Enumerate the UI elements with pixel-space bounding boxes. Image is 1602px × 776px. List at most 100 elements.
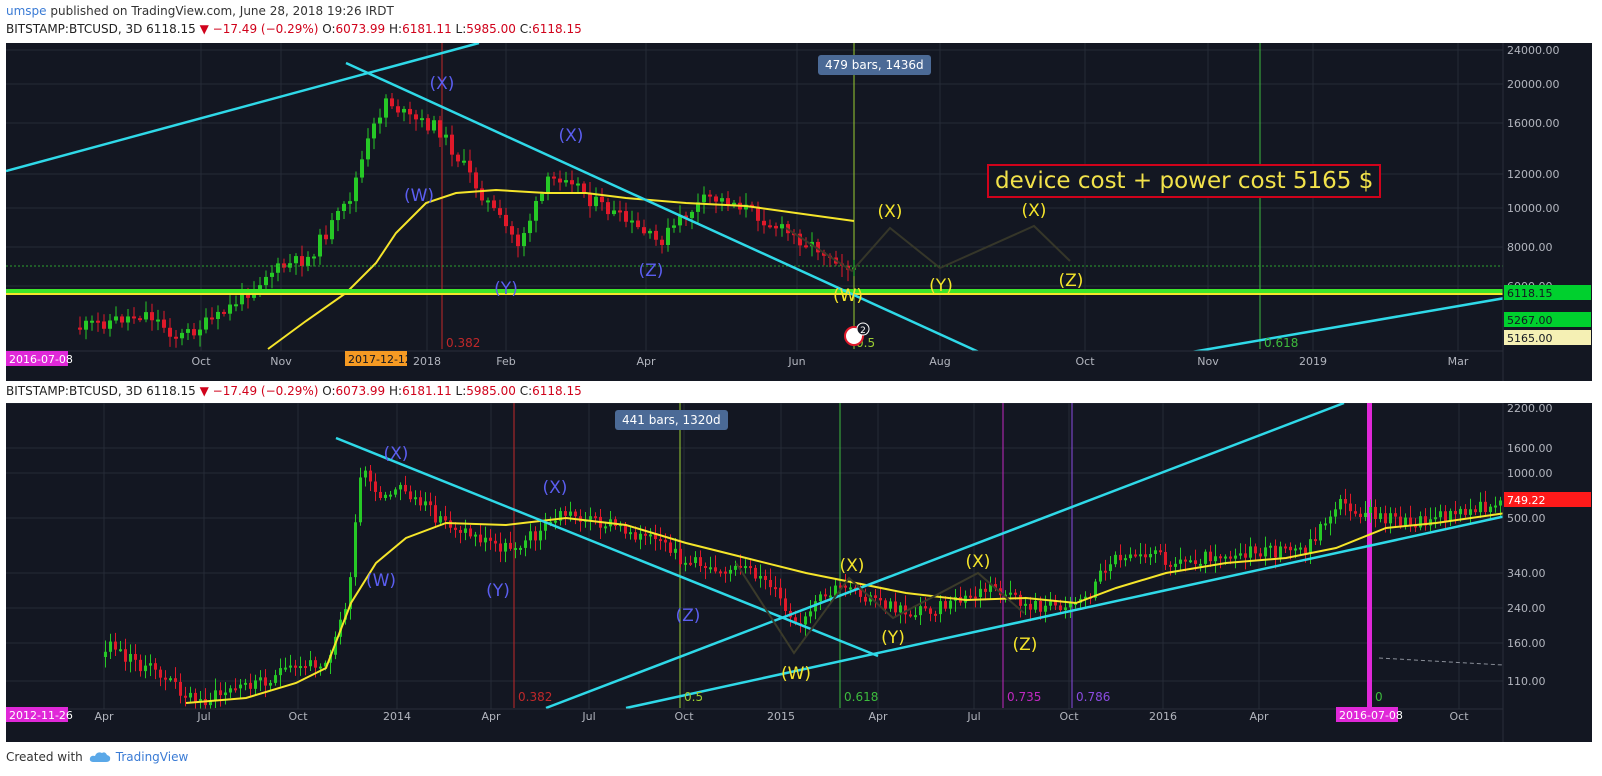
candle-body xyxy=(1364,512,1367,518)
candle-body xyxy=(239,684,242,689)
time-axis-label: Apr xyxy=(94,710,114,723)
candle-body xyxy=(194,692,197,702)
high-value: 6181.11 xyxy=(402,22,452,36)
moving-average-line xyxy=(185,512,1507,704)
candle-body xyxy=(492,200,496,209)
price-tag-bg xyxy=(1504,330,1591,345)
candle-body xyxy=(844,585,847,588)
price-axis-label: 2200.00 xyxy=(1507,403,1553,415)
wave-label-z: (Z) xyxy=(676,606,701,626)
candle-body xyxy=(944,601,947,609)
candle-body xyxy=(1134,554,1137,557)
fib-label-0618: 0.618 xyxy=(1264,336,1298,350)
time-axis-label: Apr xyxy=(481,710,501,723)
candle-body xyxy=(1479,501,1482,513)
candle-body xyxy=(1324,523,1327,526)
price-axis-label: 12000.00 xyxy=(1507,168,1560,181)
wave-label-x2: (X) xyxy=(543,478,568,498)
open-label: O: xyxy=(322,22,336,36)
price-change: ▼ −17.49 (−0.29%) xyxy=(199,384,319,398)
time-axis-label: 2018 xyxy=(413,355,441,368)
candle-body xyxy=(570,180,574,185)
candle-body xyxy=(300,256,304,267)
trendline-channel-lower xyxy=(625,514,1507,710)
candle-body xyxy=(606,202,610,215)
time-axis-label: Nov xyxy=(270,355,292,368)
candle-body xyxy=(444,516,447,521)
candle-body xyxy=(1464,508,1467,515)
candle-body xyxy=(1189,560,1192,563)
author-link[interactable]: umspe xyxy=(6,4,47,18)
candle-body xyxy=(644,533,647,536)
candle-body xyxy=(1369,506,1372,513)
candle-body xyxy=(774,587,777,590)
candle-body xyxy=(379,491,382,499)
candle-body xyxy=(819,594,822,602)
candle-body xyxy=(450,134,454,155)
time-axis-label: Apr xyxy=(1249,710,1269,723)
wave-label-w: (W) xyxy=(404,186,434,206)
wave-label-y: (Y) xyxy=(494,279,518,299)
candle-body xyxy=(84,320,88,330)
candle-body xyxy=(974,596,977,599)
candle-body xyxy=(894,601,897,613)
candle-body xyxy=(434,505,437,523)
symbol-line-2: BITSTAMP:BTCUSD, 3D 6118.15 ▼ −17.49 (−0… xyxy=(6,384,582,398)
candle-body xyxy=(1384,513,1387,524)
start-date-tag: 2012-11-26 xyxy=(9,709,73,722)
time-axis-label: 2015 xyxy=(767,710,795,723)
candle-body xyxy=(396,106,400,113)
candle-body xyxy=(1144,554,1147,558)
start-date-tag-bg xyxy=(6,351,68,366)
candle-body xyxy=(1244,553,1247,558)
candle-body xyxy=(309,660,312,667)
candle-body xyxy=(614,519,617,527)
candle-body xyxy=(1034,600,1037,610)
footer: Created with TradingView xyxy=(6,750,188,764)
moving-average-line xyxy=(267,188,855,350)
time-axis-label: Nov xyxy=(1197,355,1219,368)
candle-body xyxy=(1039,600,1042,612)
candle-body xyxy=(1394,513,1397,517)
time-axis-bg xyxy=(6,351,1592,381)
tradingview-link[interactable]: TradingView xyxy=(89,750,188,764)
candle-body xyxy=(1029,603,1032,610)
candle-body xyxy=(104,651,107,657)
candle-body xyxy=(1354,511,1357,514)
candle-body xyxy=(384,98,388,118)
last-price: 6118.15 xyxy=(146,384,196,398)
candle-body xyxy=(318,234,322,257)
candle-body xyxy=(709,567,712,570)
candle-body xyxy=(234,688,237,691)
candle-body xyxy=(1169,564,1172,567)
candle-body xyxy=(279,668,282,676)
candle-body xyxy=(102,321,106,329)
candle-body xyxy=(1014,592,1017,595)
chart-panel-bottom[interactable]: (X) (W) (Y) (X) (Z) (W) (X) (Y) (X) (Z) 0.382 0.5 0.… xyxy=(6,403,1592,742)
price-tag: 5267.00 xyxy=(1507,314,1553,327)
candle-body xyxy=(522,233,526,247)
candle-body xyxy=(179,681,182,696)
candle-body xyxy=(378,117,382,124)
candle-body xyxy=(969,595,972,598)
start-date-tag-bg xyxy=(6,707,68,722)
candle-body xyxy=(678,215,682,226)
projection-dashed-line xyxy=(1378,657,1504,666)
chart-canvas-bottom[interactable]: (X) (W) (Y) (X) (Z) (W) (X) (Y) (X) (Z) 0.382 0.5 0.… xyxy=(6,403,1592,742)
candle-body xyxy=(1214,556,1217,562)
candle-body xyxy=(1484,501,1487,513)
candle-body xyxy=(474,534,477,537)
low-label: L: xyxy=(455,22,467,36)
candle-body xyxy=(354,177,358,202)
candle-body xyxy=(618,210,622,213)
chart-canvas-top[interactable]: (X)(W)(Y)(X)(Z)(W)(X)(Y)(X)(Z)0.382 0.5 0.… xyxy=(6,43,1592,381)
candle-body xyxy=(929,608,932,614)
time-axis-label: Mar xyxy=(1448,355,1469,368)
candle-body xyxy=(699,557,702,567)
candle-body xyxy=(834,585,837,596)
candle-body xyxy=(824,594,827,597)
chart-panel-top[interactable]: (X) (W) (Y) (X) (Z) (W) (X) (Y) (X) (Z) 0.382 0.5 0.… xyxy=(6,43,1592,381)
candle-body xyxy=(514,547,517,550)
candle-body xyxy=(366,138,370,160)
candle-body xyxy=(636,220,640,228)
